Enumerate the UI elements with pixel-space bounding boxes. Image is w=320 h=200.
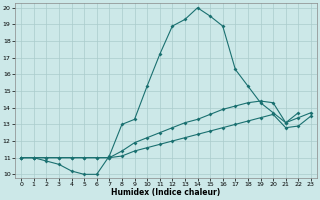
X-axis label: Humidex (Indice chaleur): Humidex (Indice chaleur) [111, 188, 221, 197]
